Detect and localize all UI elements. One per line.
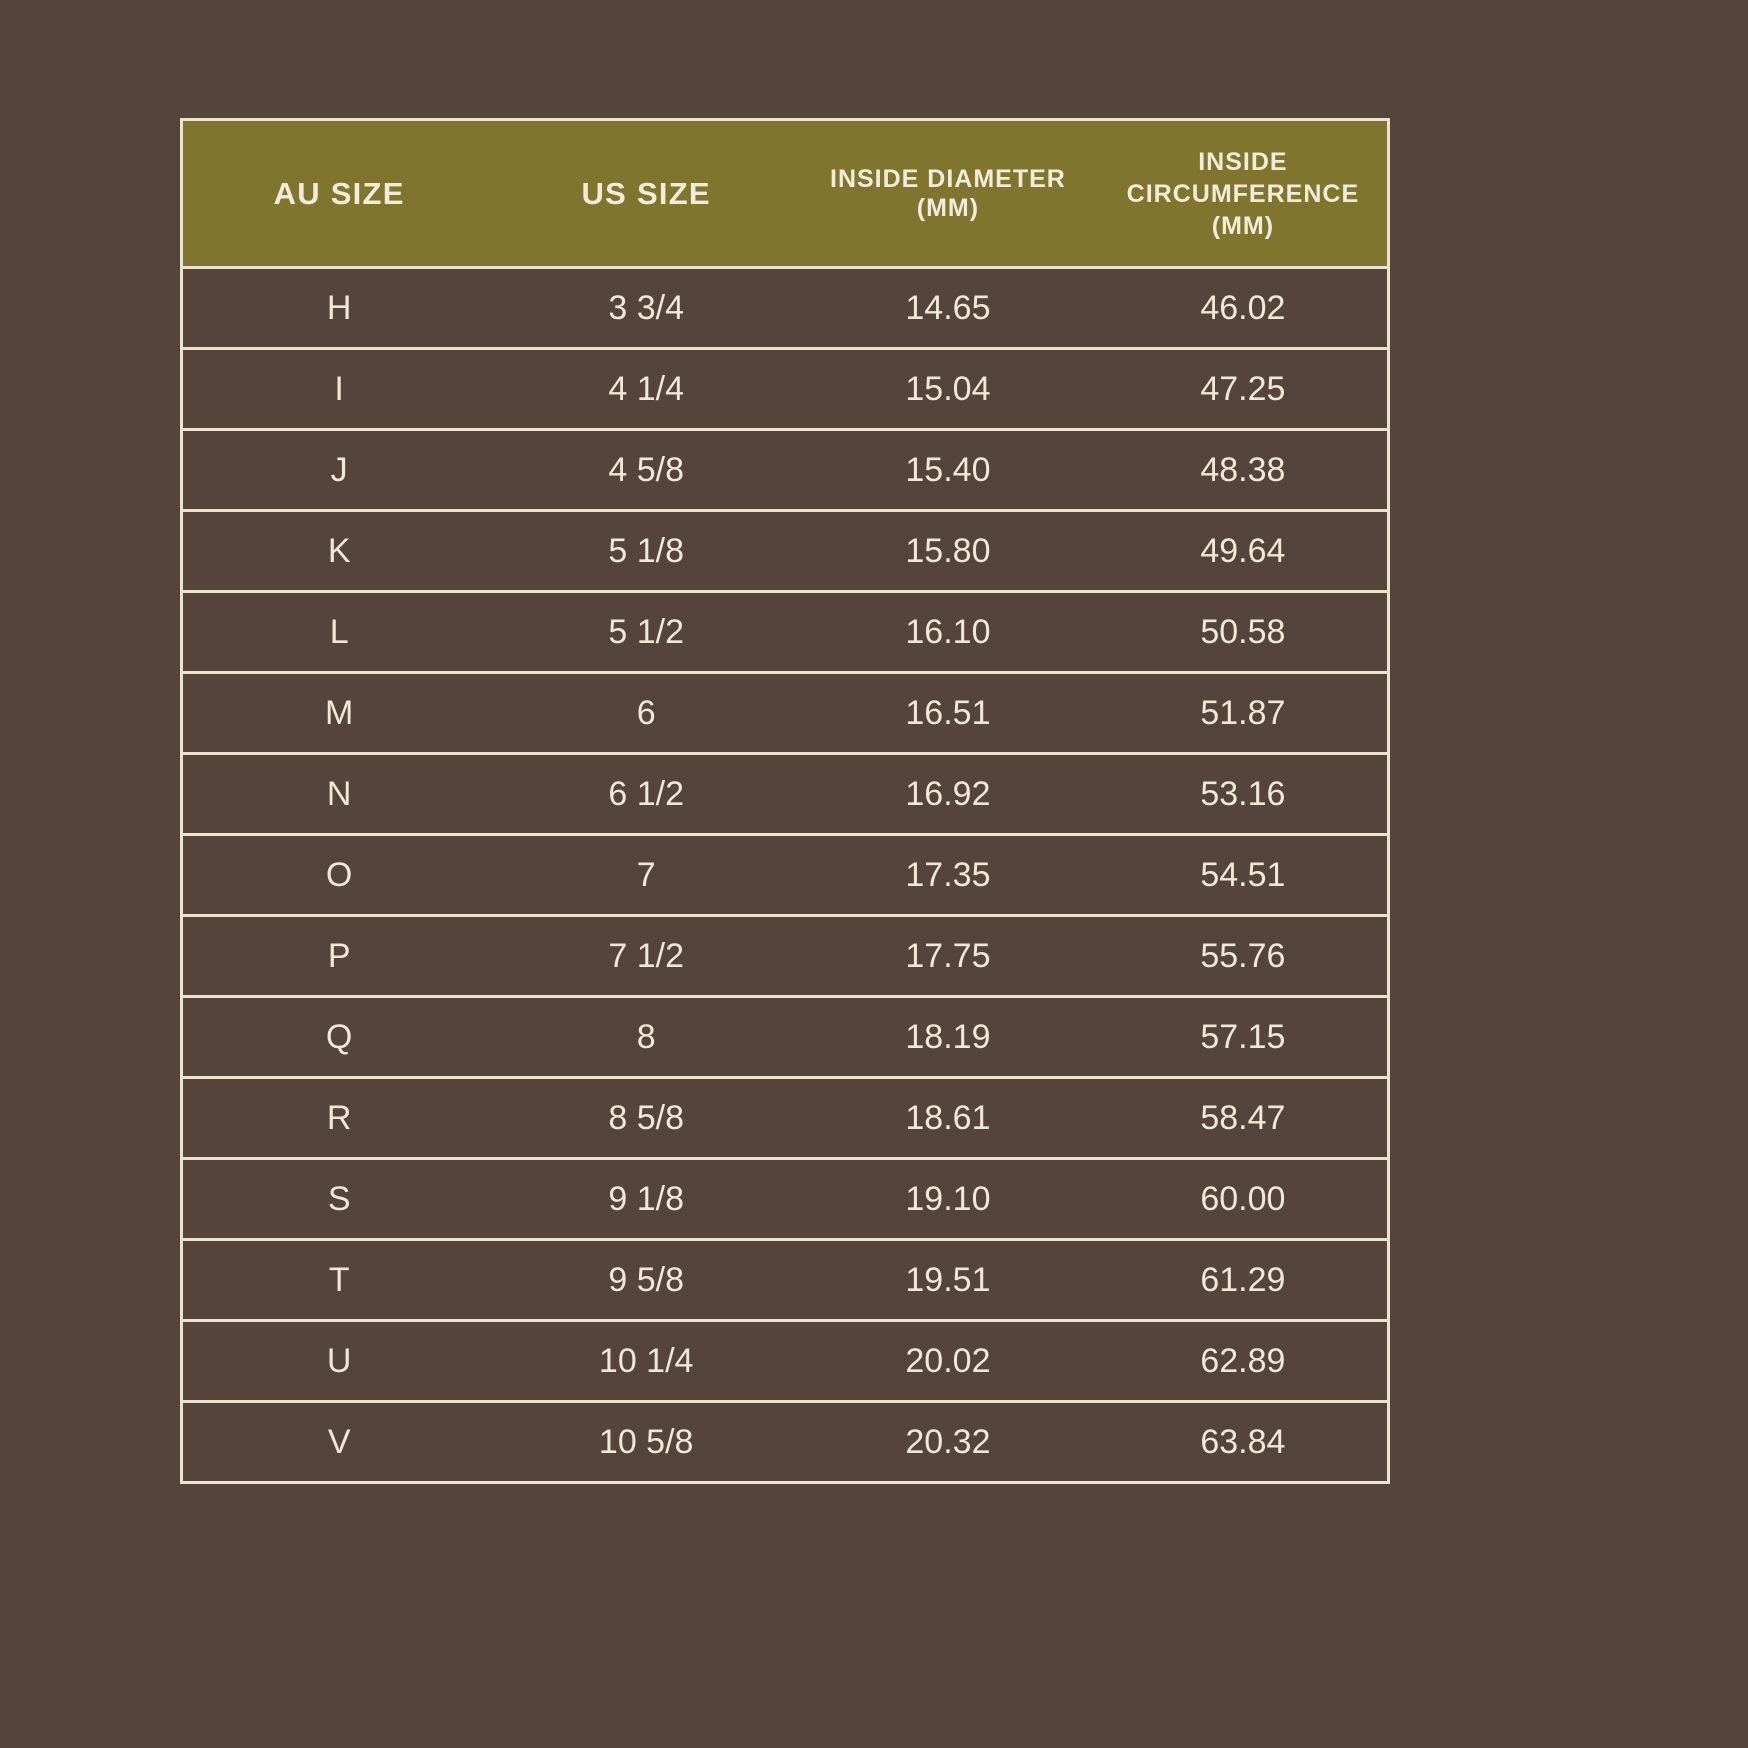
cell-dia: 18.61	[797, 1076, 1099, 1159]
cell-au: I	[181, 347, 496, 430]
cell-us: 6 1/2	[495, 752, 798, 835]
cell-au: N	[181, 752, 496, 835]
cell-au: J	[181, 428, 496, 511]
cell-circ: 62.89	[1098, 1319, 1389, 1402]
cell-dia: 19.10	[797, 1157, 1099, 1240]
cell-dia: 15.40	[797, 428, 1099, 511]
cell-circ: 54.51	[1098, 833, 1389, 916]
cell-us: 5 1/2	[495, 590, 798, 673]
cell-us: 9 1/8	[495, 1157, 798, 1240]
cell-circ: 51.87	[1098, 671, 1389, 754]
cell-circ: 58.47	[1098, 1076, 1389, 1159]
cell-dia: 18.19	[797, 995, 1099, 1078]
cell-au: P	[181, 914, 496, 997]
cell-us: 6	[495, 671, 798, 754]
cell-au: V	[181, 1400, 496, 1483]
table-row: Q 8 18.19 57.15	[181, 995, 1389, 1078]
cell-dia: 17.75	[797, 914, 1099, 997]
cell-au: K	[181, 509, 496, 592]
cell-circ: 48.38	[1098, 428, 1389, 511]
column-header-inside-circumference-line2: CIRCUMFERENCE (MM)	[1126, 179, 1360, 240]
cell-au: R	[181, 1076, 496, 1159]
cell-us: 7 1/2	[495, 914, 798, 997]
cell-circ: 53.16	[1098, 752, 1389, 835]
cell-au: Q	[181, 995, 496, 1078]
cell-us: 3 3/4	[495, 266, 798, 349]
cell-au: L	[181, 590, 496, 673]
cell-circ: 57.15	[1098, 995, 1389, 1078]
cell-us: 8	[495, 995, 798, 1078]
cell-circ: 46.02	[1098, 266, 1389, 349]
cell-us: 5 1/8	[495, 509, 798, 592]
cell-dia: 15.04	[797, 347, 1099, 430]
cell-us: 10 5/8	[495, 1400, 798, 1483]
cell-au: M	[181, 671, 496, 754]
column-header-inside-circumference: INSIDE CIRCUMFERENCE (MM)	[1099, 120, 1389, 268]
cell-circ: 60.00	[1098, 1157, 1389, 1240]
cell-dia: 15.80	[797, 509, 1099, 592]
cell-circ: 50.58	[1098, 590, 1389, 673]
ring-size-table: AU SIZE US SIZE INSIDE DIAMETER (MM) INS…	[180, 118, 1390, 1484]
cell-dia: 16.10	[797, 590, 1099, 673]
cell-dia: 20.02	[797, 1319, 1099, 1402]
cell-us: 4 1/4	[495, 347, 798, 430]
ring-size-chart: AU SIZE US SIZE INSIDE DIAMETER (MM) INS…	[180, 118, 1390, 1484]
column-header-inside-circumference-line1: INSIDE	[1198, 147, 1288, 176]
cell-au: U	[181, 1319, 496, 1402]
cell-circ: 63.84	[1098, 1400, 1389, 1483]
cell-circ: 61.29	[1098, 1238, 1389, 1321]
cell-dia: 14.65	[797, 266, 1099, 349]
cell-au: T	[181, 1238, 496, 1321]
table-row: U 10 1/4 20.02 62.89	[181, 1319, 1389, 1402]
cell-dia: 19.51	[797, 1238, 1099, 1321]
cell-dia: 16.51	[797, 671, 1099, 754]
cell-us: 7	[495, 833, 798, 916]
cell-us: 10 1/4	[495, 1319, 798, 1402]
table-row: O 7 17.35 54.51	[181, 833, 1389, 916]
column-header-inside-diameter: INSIDE DIAMETER (MM)	[830, 164, 1066, 222]
cell-circ: 55.76	[1098, 914, 1389, 997]
cell-us: 8 5/8	[495, 1076, 798, 1159]
cell-circ: 49.64	[1098, 509, 1389, 592]
cell-au: H	[181, 266, 496, 349]
cell-us: 9 5/8	[495, 1238, 798, 1321]
cell-dia: 17.35	[797, 833, 1099, 916]
cell-dia: 20.32	[797, 1400, 1099, 1483]
table-row: V 10 5/8 20.32 63.84	[181, 1400, 1389, 1483]
table-row: M 6 16.51 51.87	[181, 671, 1389, 754]
cell-au: S	[181, 1157, 496, 1240]
table-header: AU SIZE US SIZE INSIDE DIAMETER (MM) INS…	[181, 119, 1389, 268]
cell-us: 4 5/8	[495, 428, 798, 511]
cell-dia: 16.92	[797, 752, 1099, 835]
cell-circ: 47.25	[1098, 347, 1389, 430]
table-header-row: AU SIZE US SIZE INSIDE DIAMETER (MM) INS…	[181, 119, 1389, 268]
column-header-au-size: AU SIZE	[273, 175, 405, 211]
cell-au: O	[181, 833, 496, 916]
column-header-us-size: US SIZE	[581, 175, 711, 211]
